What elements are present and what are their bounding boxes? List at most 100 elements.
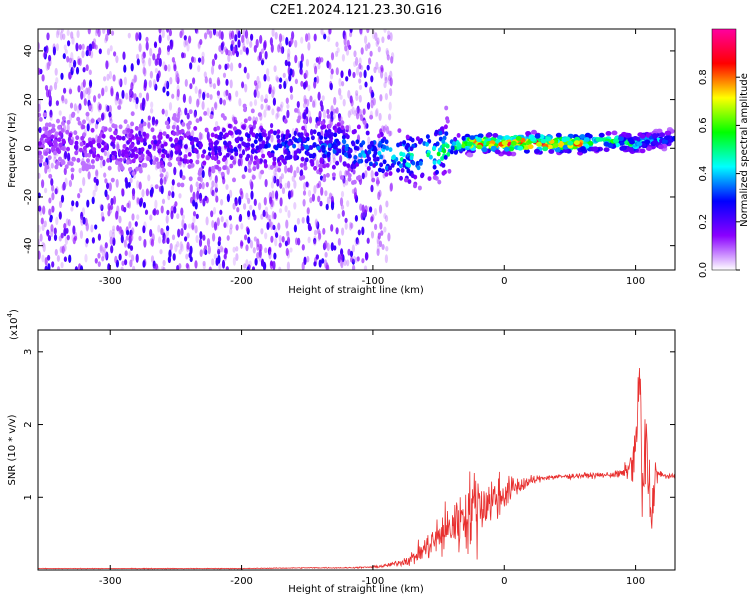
noise-cell	[169, 29, 172, 36]
noise-cell	[184, 108, 187, 116]
ridge-cell	[286, 129, 290, 134]
ridge-cell	[407, 163, 411, 168]
noise-cell	[152, 53, 155, 60]
noise-cell	[370, 216, 373, 222]
noise-cell	[99, 204, 102, 210]
noise-cell	[142, 260, 145, 268]
noise-cell	[383, 226, 386, 232]
noise-cell	[309, 197, 312, 203]
noise-cell	[344, 35, 347, 41]
ridge-cell	[384, 172, 388, 177]
noise-cell	[169, 102, 172, 111]
ridge-cell	[53, 151, 57, 156]
noise-cell	[49, 100, 52, 106]
noise-cell	[162, 199, 165, 205]
ridge-cell	[344, 152, 348, 157]
noise-cell	[39, 127, 42, 133]
figure-title: C2E1.2024.121.23.30.G16	[270, 3, 442, 18]
noise-cell	[70, 103, 73, 109]
noise-cell	[166, 225, 169, 231]
noise-cell	[64, 256, 67, 262]
noise-cell	[244, 234, 247, 240]
noise-cell	[119, 99, 122, 106]
ridge-cell	[361, 140, 365, 145]
noise-cell	[214, 222, 217, 231]
noise-cell	[258, 202, 261, 210]
y-tick-label: 1	[23, 494, 34, 500]
noise-cell	[164, 235, 167, 243]
noise-cell	[154, 41, 157, 48]
noise-cell	[211, 220, 214, 228]
ridge-cell	[447, 169, 451, 174]
ridge-cell	[116, 135, 120, 140]
ridge-cell	[355, 139, 359, 144]
ridge-cell	[377, 134, 381, 139]
ridge-cell	[348, 173, 352, 178]
ridge-cell	[211, 169, 215, 174]
noise-cell	[330, 224, 333, 232]
noise-cell	[268, 251, 271, 260]
noise-cell	[280, 46, 283, 53]
noise-cell	[141, 53, 144, 59]
ridge-cell	[205, 128, 209, 133]
noise-cell	[236, 51, 239, 57]
ridge-cell	[528, 144, 534, 149]
noise-cell	[389, 88, 392, 96]
noise-cell	[336, 227, 339, 234]
noise-cell	[113, 51, 116, 56]
noise-cell	[44, 220, 47, 227]
ridge-cell	[652, 140, 658, 145]
noise-cell	[181, 219, 184, 228]
ridge-cell	[189, 159, 193, 164]
noise-cell	[306, 256, 309, 263]
noise-cell	[199, 231, 202, 240]
ridge-cell	[138, 157, 142, 162]
snr-x-label: Height of straight line (km)	[288, 584, 424, 595]
ridge-cell	[48, 174, 52, 179]
noise-cell	[296, 167, 299, 174]
ridge-cell	[418, 186, 422, 191]
ridge-cell	[56, 119, 60, 124]
noise-cell	[374, 224, 377, 230]
ridge-cell	[62, 139, 66, 144]
noise-cell	[279, 77, 282, 82]
noise-cell	[86, 50, 89, 56]
noise-cell	[322, 228, 325, 235]
noise-cell	[202, 92, 205, 101]
noise-cell	[272, 211, 275, 219]
noise-cell	[205, 76, 208, 83]
ridge-cell	[491, 146, 497, 151]
noise-cell	[385, 246, 388, 251]
ridge-cell	[186, 123, 190, 128]
ridge-cell	[209, 144, 213, 149]
noise-cell	[218, 64, 221, 69]
ridge-cell	[606, 131, 612, 136]
ridge-cell	[129, 133, 133, 138]
noise-cell	[340, 260, 343, 266]
ridge-cell	[396, 168, 400, 173]
noise-cell	[214, 102, 217, 111]
noise-cell	[166, 210, 169, 215]
noise-cell	[50, 114, 53, 120]
noise-cell	[162, 109, 165, 115]
noise-cell	[210, 94, 213, 100]
noise-cell	[237, 39, 240, 47]
ridge-cell	[287, 141, 291, 146]
noise-cell	[172, 57, 175, 63]
ridge-cell	[59, 142, 63, 147]
ridge-cell	[433, 175, 437, 180]
y-tick-label: 20	[23, 93, 34, 106]
noise-cell	[362, 173, 365, 180]
noise-cell	[143, 68, 146, 77]
noise-cell	[92, 197, 95, 205]
noise-cell	[272, 28, 275, 37]
noise-cell	[97, 253, 100, 259]
noise-cell	[69, 87, 72, 94]
ridge-cell	[71, 168, 75, 173]
ridge-cell	[404, 178, 408, 183]
noise-cell	[75, 43, 78, 52]
noise-cell	[57, 266, 60, 272]
ridge-cell	[217, 148, 221, 153]
ridge-cell	[166, 125, 170, 130]
ridge-cell	[337, 122, 341, 127]
